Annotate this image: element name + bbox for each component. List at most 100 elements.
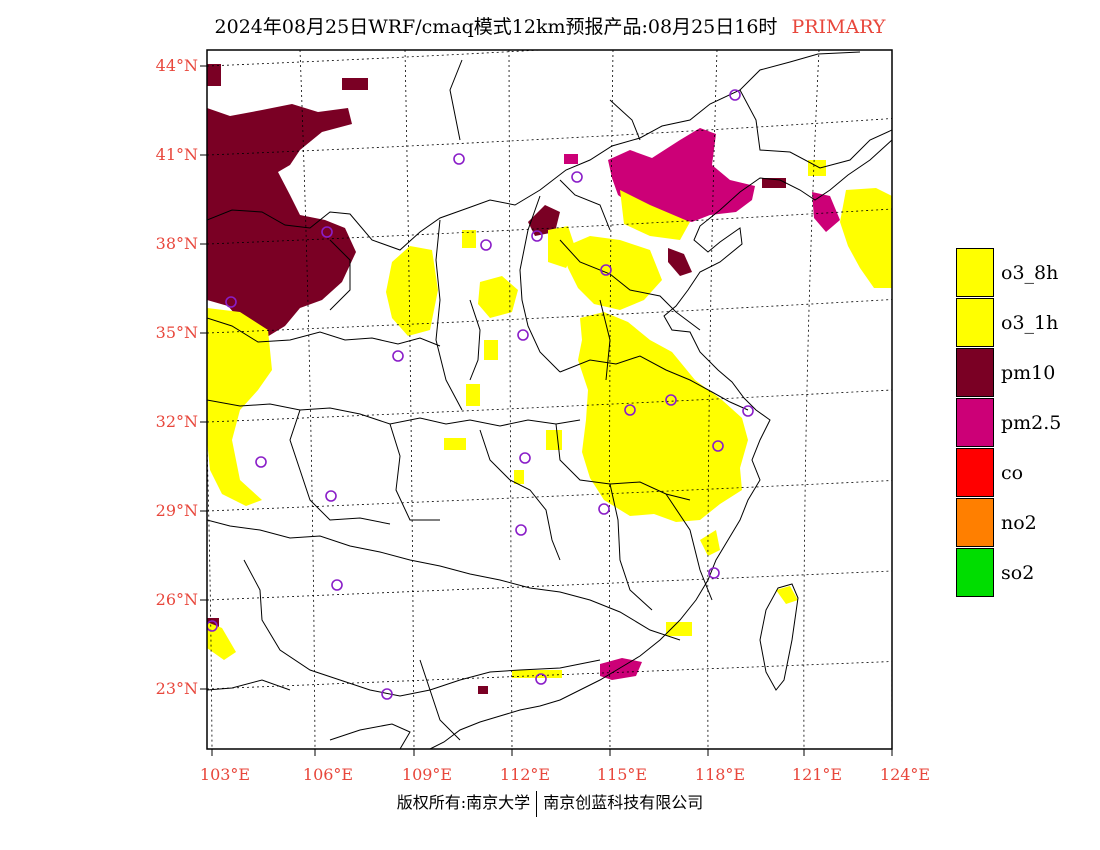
axis-ticks xyxy=(200,65,893,756)
city-markers xyxy=(207,89,754,700)
pm10-area-tianjin xyxy=(668,248,692,276)
legend-item-so2: so2 xyxy=(956,548,1096,598)
city-marker xyxy=(531,230,543,242)
meridian-line xyxy=(891,589,892,749)
meridian-line xyxy=(299,50,316,749)
coastline xyxy=(429,139,892,749)
city-marker xyxy=(225,296,237,308)
parallel-line xyxy=(207,389,892,423)
lat-label-32: 32°N xyxy=(155,412,198,431)
city-marker xyxy=(453,153,465,165)
legend-swatch xyxy=(956,498,994,547)
meridian-line xyxy=(508,50,513,749)
o3-area-sichuan-west xyxy=(207,308,272,506)
meridian-line xyxy=(404,50,415,749)
city-marker xyxy=(517,329,529,341)
pm25-area-north-china xyxy=(608,128,755,222)
map-frame xyxy=(206,49,893,750)
o3-area-small-5 xyxy=(546,430,562,450)
legend-swatch xyxy=(956,348,994,397)
city-marker xyxy=(742,405,754,417)
o3-area-taiwan xyxy=(776,586,798,604)
map-title: 2024年08月25日WRF/cmaq模式12km预报产品:08月25日16时 P… xyxy=(0,12,1100,39)
city-marker xyxy=(708,567,720,579)
lat-label-38: 38°N xyxy=(155,234,198,253)
pm25-area-guangdong xyxy=(600,658,642,680)
o3-area-northeast xyxy=(840,188,892,288)
lat-label-35: 35°N xyxy=(155,323,198,342)
city-marker xyxy=(665,394,677,406)
o3-area-small-7 xyxy=(466,384,480,406)
city-marker xyxy=(392,350,404,362)
hainan-outline xyxy=(329,723,411,749)
lon-label-109: 109°E xyxy=(401,765,453,784)
city-marker xyxy=(600,264,612,276)
city-marker xyxy=(321,226,333,238)
o3-area-small-2 xyxy=(484,340,498,360)
city-marker xyxy=(571,171,583,183)
city-marker xyxy=(331,579,343,591)
o3-area-small-6 xyxy=(666,622,692,636)
taiwan-outline xyxy=(759,583,799,691)
legend-swatch xyxy=(956,248,994,297)
parallel-line xyxy=(207,480,892,512)
legend-item-pm25: pm2.5 xyxy=(956,398,1096,448)
legend-label: pm10 xyxy=(1001,362,1056,384)
pm25-area-small xyxy=(564,154,578,164)
lat-label-29: 29°N xyxy=(155,501,198,520)
o3-area-henan xyxy=(548,226,576,268)
city-marker xyxy=(480,239,492,251)
lon-label-103: 103°E xyxy=(199,765,251,784)
legend-item-o3-8h: o3_8h xyxy=(956,248,1096,298)
meridian-line xyxy=(207,429,213,749)
copyright-footer: 版权所有:南京大学 南京创蓝科技有限公司 xyxy=(0,789,1100,817)
legend-label: o3_1h xyxy=(1001,312,1059,334)
legend-label: o3_8h xyxy=(1001,262,1059,284)
lon-label-121: 121°E xyxy=(791,765,843,784)
city-marker xyxy=(598,503,610,515)
o3-area-east-china xyxy=(578,312,748,522)
legend-swatch xyxy=(956,298,994,347)
lat-label-23: 23°N xyxy=(155,679,198,698)
city-marker xyxy=(381,688,393,700)
city-marker xyxy=(207,620,218,632)
o3-area-small-3 xyxy=(462,230,476,248)
footer-separator xyxy=(536,790,538,817)
city-marker xyxy=(255,456,267,468)
province-boundaries xyxy=(207,51,892,741)
o3-area-yunnan xyxy=(207,622,236,660)
lat-label-44: 44°N xyxy=(155,56,198,75)
lon-label-118: 118°E xyxy=(694,765,746,784)
city-marker xyxy=(515,524,527,536)
o3-area-small-4 xyxy=(512,670,562,678)
legend-item-pm10: pm10 xyxy=(956,348,1096,398)
pm10-area-northwest xyxy=(207,104,356,340)
lat-label-26: 26°N xyxy=(155,590,198,609)
city-marker xyxy=(325,490,337,502)
pm10-area-north xyxy=(342,78,368,90)
title-text: 2024年08月25日WRF/cmaq模式12km预报产品:08月25日16时 xyxy=(214,16,778,38)
pm10-area-east xyxy=(762,178,786,188)
o3-area-chongqing xyxy=(444,438,466,450)
legend-label: co xyxy=(1001,462,1024,484)
title-tag: PRIMARY xyxy=(791,16,886,38)
pm10-area-south xyxy=(478,686,488,694)
legend-label: pm2.5 xyxy=(1001,412,1062,434)
legend-label: so2 xyxy=(1001,562,1035,584)
pm25-area-liaoning xyxy=(812,192,840,232)
pm25-areas xyxy=(564,128,840,680)
pm10-area-edge xyxy=(207,64,221,86)
lon-label-112: 112°E xyxy=(499,765,551,784)
city-marker xyxy=(519,452,531,464)
legend-swatch xyxy=(956,398,994,447)
o3-area-hubei xyxy=(514,470,524,484)
o3-area-zhejiang xyxy=(700,530,720,556)
copyright-left: 版权所有:南京大学 xyxy=(396,793,531,812)
parallel-line xyxy=(207,50,548,67)
legend-swatch xyxy=(956,448,994,497)
parallel-line xyxy=(207,299,892,334)
legend-item-o3-1h: o3_1h xyxy=(956,298,1096,348)
lon-label-115: 115°E xyxy=(596,765,648,784)
city-marker xyxy=(624,404,636,416)
